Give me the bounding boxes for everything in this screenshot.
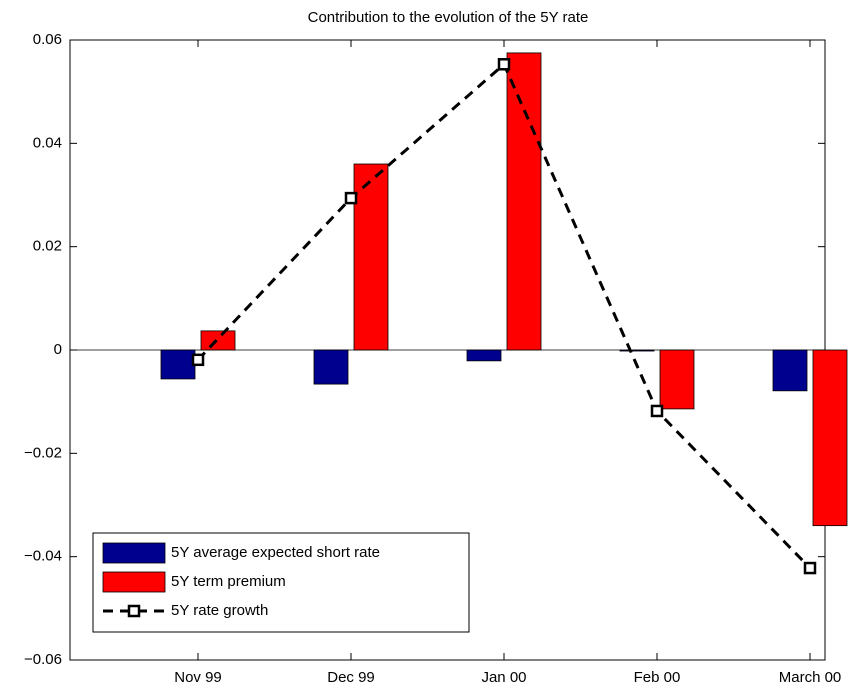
x-tick-label: Feb 00 bbox=[634, 669, 681, 686]
legend-label: 5Y term premium bbox=[171, 573, 286, 590]
marker bbox=[344, 191, 358, 205]
bar bbox=[772, 349, 808, 392]
y-tick-label: −0.02 bbox=[24, 444, 62, 461]
x-tick-label: Jan 00 bbox=[481, 669, 526, 686]
bar bbox=[619, 349, 655, 352]
y-tick-label: −0.06 bbox=[24, 651, 62, 668]
legend-swatch bbox=[102, 542, 166, 564]
y-tick-label: −0.04 bbox=[24, 548, 62, 565]
bar bbox=[812, 349, 848, 527]
y-tick-label: 0.04 bbox=[33, 134, 62, 151]
bar bbox=[506, 52, 542, 351]
bar bbox=[659, 349, 695, 410]
legend-label: 5Y average expected short rate bbox=[171, 544, 380, 561]
bar bbox=[200, 330, 236, 351]
x-tick-label: Nov 99 bbox=[174, 669, 222, 686]
bar bbox=[466, 349, 502, 362]
legend-swatch bbox=[102, 571, 166, 593]
y-tick-label: 0 bbox=[54, 341, 62, 358]
bar bbox=[160, 349, 196, 380]
x-tick-label: Dec 99 bbox=[327, 669, 375, 686]
legend-label: 5Y rate growth bbox=[171, 602, 268, 619]
y-tick-label: 0.02 bbox=[33, 238, 62, 255]
y-tick-label: 0.06 bbox=[33, 31, 62, 48]
bar bbox=[313, 349, 349, 385]
chart-title: Contribution to the evolution of the 5Y … bbox=[308, 9, 589, 26]
x-tick-label: March 00 bbox=[779, 669, 842, 686]
line bbox=[196, 61, 812, 570]
legend-marker bbox=[127, 604, 141, 618]
marker bbox=[191, 353, 205, 367]
marker bbox=[650, 404, 664, 418]
marker bbox=[497, 58, 511, 71]
bar bbox=[353, 163, 389, 351]
marker bbox=[803, 561, 817, 575]
